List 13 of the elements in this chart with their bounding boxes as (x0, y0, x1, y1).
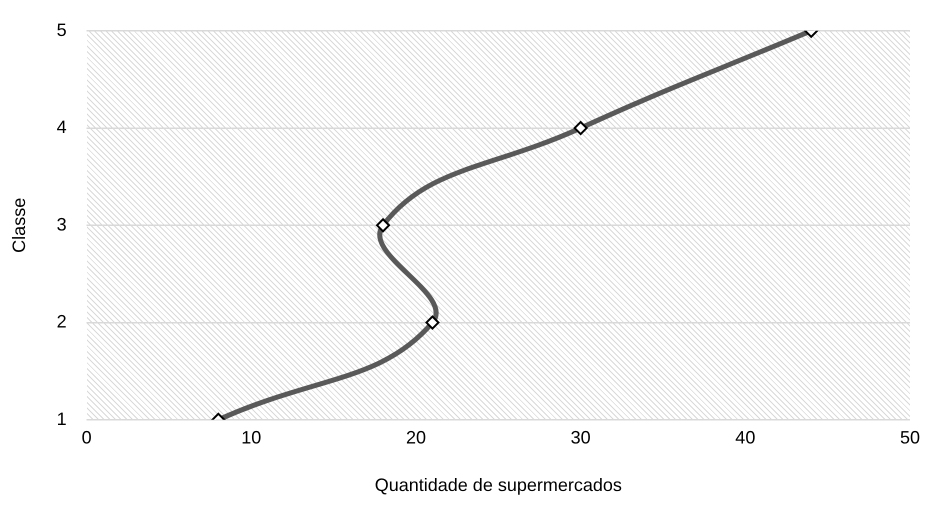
x-tick-label: 50 (900, 428, 920, 448)
x-tick-label: 20 (406, 428, 426, 448)
x-tick-label: 40 (735, 428, 756, 448)
y-axis-title: Classe (8, 198, 29, 253)
y-tick-label: 1 (56, 408, 67, 429)
x-axis-title: Quantidade de supermercados (374, 475, 622, 496)
y-tick-label: 4 (56, 117, 67, 138)
y-tick-label: 3 (56, 214, 67, 234)
y-tick-label: 5 (56, 20, 67, 40)
x-tick-label: 10 (241, 428, 262, 448)
y-tick-label: 2 (56, 312, 67, 332)
x-tick-label: 0 (82, 428, 92, 448)
x-tick-label: 30 (570, 428, 591, 448)
